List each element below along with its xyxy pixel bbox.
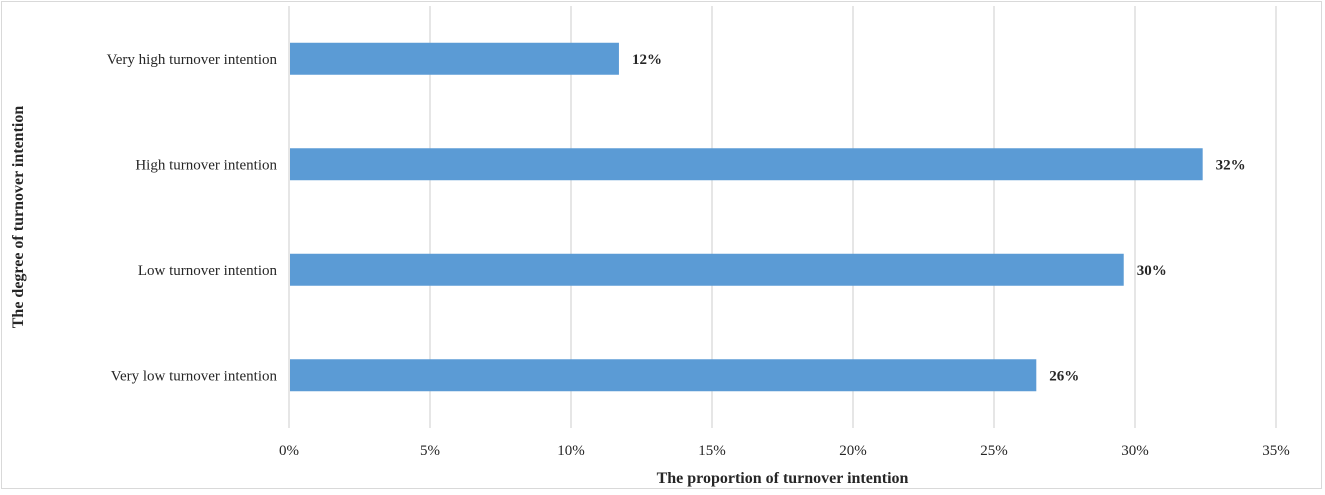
x-tick-label: 20% [839,443,867,459]
gridlines [288,6,1277,428]
category-label: High turnover intention [135,157,277,173]
x-tick-label: 35% [1262,443,1290,459]
x-tick-label: 10% [557,443,585,459]
category-label: Very high turnover intention [107,52,278,68]
y-axis-title: The degree of turnover intention [10,106,27,329]
bar [290,42,619,75]
category-label: Very low turnover intention [111,368,278,384]
bars [290,42,1203,392]
x-tick-label: 25% [980,443,1008,459]
x-tick-label: 30% [1121,443,1149,459]
x-tick-label: 15% [698,443,726,459]
data-label: 12% [632,52,662,68]
category-label: Low turnover intention [138,263,278,279]
bar [290,253,1124,286]
x-tick-label: 0% [279,443,299,459]
bar [290,148,1203,181]
x-axis-title: The proportion of turnover intention [657,470,909,487]
labels: 0% 5% 10% 15% 20% 25% 30% 35% Very high turnover… [107,52,1290,459]
bar [290,359,1037,392]
data-label: 32% [1216,157,1246,173]
x-tick-label: 5% [420,443,440,459]
data-label: 26% [1049,368,1079,384]
data-label: 30% [1137,263,1167,279]
